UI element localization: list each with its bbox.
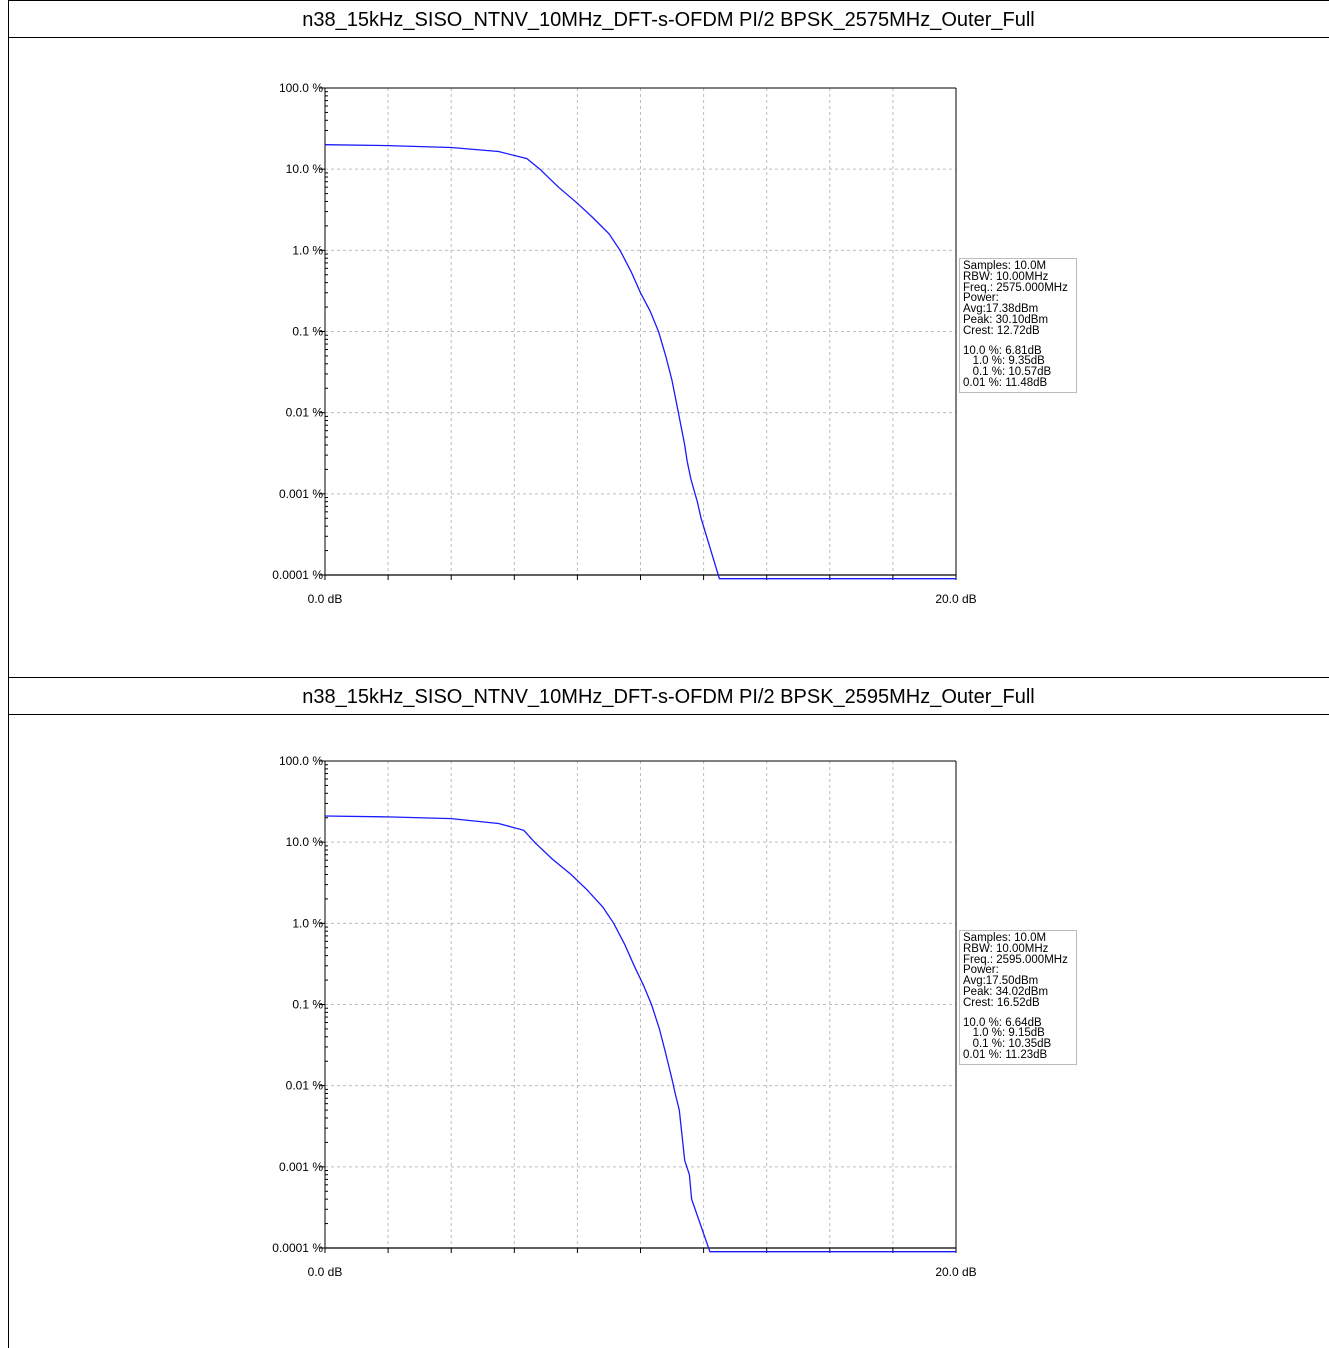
stat-freq: Freq.: 2595.000MHz <box>963 953 1068 966</box>
y-tick-label: 0.001 % <box>279 1160 323 1174</box>
ccdf-curve <box>324 144 956 580</box>
stat-samples: Samples: 10.0M <box>963 932 1047 944</box>
stat-power-label: Power: <box>963 964 999 977</box>
stat-peak: Peak: 34.02dBm <box>963 985 1049 998</box>
stat-crest: Crest: 16.52dB <box>963 996 1040 1009</box>
stat-p10: 10.0 %: 6.81dB <box>963 344 1042 357</box>
y-tick-label: 0.0001 % <box>272 1241 323 1255</box>
y-tick-label: 1.0 % <box>292 916 323 930</box>
stats-box: Samples: 10.0M RBW: 10.00MHz Freq.: 2575… <box>959 258 1077 393</box>
stat-p01: 0.1 %: 10.57dB <box>963 366 1052 379</box>
x-tick-label: 20.0 dB <box>935 592 976 606</box>
y-tick-label: 0.1 % <box>292 998 323 1012</box>
stat-p1: 1.0 %: 9.15dB <box>963 1027 1045 1040</box>
chart-title: n38_15kHz_SISO_NTNV_10MHz_DFT-s-OFDM PI/… <box>302 9 1035 31</box>
panel-border <box>8 677 9 1348</box>
y-tick-label: 0.0001 % <box>272 568 323 582</box>
stat-power-label: Power: <box>963 292 999 305</box>
stat-avg: Avg:17.50dBm <box>963 975 1039 988</box>
chart-title: n38_15kHz_SISO_NTNV_10MHz_DFT-s-OFDM PI/… <box>302 686 1035 708</box>
stat-peak: Peak: 30.10dBm <box>963 313 1049 326</box>
stat-freq: Freq.: 2575.000MHz <box>963 281 1068 294</box>
title-row: n38_15kHz_SISO_NTNV_10MHz_DFT-s-OFDM PI/… <box>8 677 1329 715</box>
plot-area: 100.0 % 10.0 % 1.0 % 0.1 % 0.01 % 0.001 % 0.00… <box>272 81 976 606</box>
ccdf-plot: 100.0 % 10.0 % 1.0 % 0.1 % 0.01 % 0.001 % 0.00… <box>272 754 976 1279</box>
ccdf-curve <box>324 815 956 1253</box>
y-tick-label: 0.01 % <box>286 406 324 420</box>
ccdf-plot: 100.0 % 10.0 % 1.0 % 0.1 % 0.01 % 0.001 % 0.00… <box>272 81 976 606</box>
stat-crest: Crest: 12.72dB <box>963 324 1040 337</box>
stat-p10: 10.0 %: 6.64dB <box>963 1016 1042 1029</box>
x-tick-label: 20.0 dB <box>935 1265 976 1279</box>
stat-p1: 1.0 %: 9.35dB <box>963 355 1045 368</box>
y-tick-label: 100.0 % <box>279 754 323 768</box>
title-row: n38_15kHz_SISO_NTNV_10MHz_DFT-s-OFDM PI/… <box>8 0 1329 38</box>
stat-p01: 0.1 %: 10.35dB <box>963 1038 1052 1051</box>
chart-panel-2595: n38_15kHz_SISO_NTNV_10MHz_DFT-s-OFDM PI/… <box>8 677 1329 1348</box>
stat-p001: 0.01 %: 11.48dB <box>963 376 1048 389</box>
x-tick-label: 0.0 dB <box>308 1265 343 1279</box>
y-tick-label: 0.01 % <box>286 1079 324 1093</box>
y-tick-label: 10.0 % <box>286 835 324 849</box>
chart-panel-2575: n38_15kHz_SISO_NTNV_10MHz_DFT-s-OFDM PI/… <box>8 0 1329 677</box>
panel-border <box>8 0 9 677</box>
y-tick-label: 100.0 % <box>279 81 323 95</box>
y-tick-label: 0.1 % <box>292 325 323 339</box>
y-tick-label: 10.0 % <box>286 162 324 176</box>
y-tick-label: 0.001 % <box>279 487 323 501</box>
y-tick-label: 1.0 % <box>292 243 323 257</box>
x-tick-label: 0.0 dB <box>308 592 343 606</box>
plot-area: 100.0 % 10.0 % 1.0 % 0.1 % 0.01 % 0.001 % 0.00… <box>272 754 976 1279</box>
stat-rbw: RBW: 10.00MHz <box>963 942 1049 955</box>
stat-samples: Samples: 10.0M <box>963 260 1047 272</box>
stat-avg: Avg:17.38dBm <box>963 303 1039 316</box>
stat-rbw: RBW: 10.00MHz <box>963 270 1049 283</box>
stats-box: Samples: 10.0M RBW: 10.00MHz Freq.: 2595… <box>959 930 1077 1065</box>
stat-p001: 0.01 %: 11.23dB <box>963 1048 1048 1061</box>
